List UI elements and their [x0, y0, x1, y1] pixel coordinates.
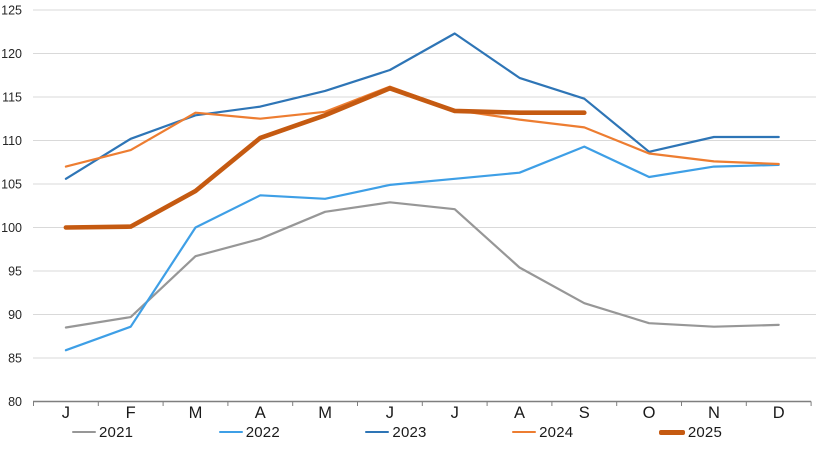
x-axis-month-label: M — [318, 404, 332, 422]
y-axis-tick-label: 115 — [2, 91, 22, 105]
legend-line-marker-2023 — [365, 430, 390, 434]
legend-label-2023: 2023 — [392, 423, 427, 441]
x-axis-month-label: F — [126, 404, 136, 422]
legend-item-2024: 2024 — [512, 424, 573, 441]
x-axis-month-label: M — [189, 404, 203, 422]
y-axis-tick-label: 85 — [8, 352, 22, 366]
series-line-2022 — [64, 145, 780, 352]
x-axis-month-label: A — [255, 404, 266, 422]
legend-item-2025: 2025 — [658, 423, 722, 441]
x-axis-month-label: J — [386, 404, 394, 422]
y-axis-tick-label: 110 — [2, 134, 22, 148]
series-line-2021 — [64, 201, 780, 329]
y-axis-tick-label: 80 — [8, 395, 22, 409]
x-axis-month-label: A — [514, 404, 525, 422]
legend-line-marker-2025 — [658, 429, 685, 435]
y-axis-tick-label: 90 — [8, 308, 22, 322]
legend-line-marker-2024 — [512, 430, 537, 434]
legend-item-2021: 2021 — [72, 424, 133, 441]
x-axis-month-label: J — [451, 404, 459, 422]
legend-label-2021: 2021 — [99, 423, 134, 441]
legend-label-2025: 2025 — [687, 423, 722, 441]
legend-line-marker-2022 — [218, 430, 243, 434]
legend-item-2022: 2022 — [218, 423, 280, 441]
y-axis-tick-label: 95 — [8, 265, 22, 279]
y-axis-tick-label: 105 — [1, 178, 22, 192]
y-axis-tick-label: 120 — [1, 47, 22, 61]
y-axis-tick-label: 100 — [1, 221, 22, 235]
legend-line-marker-2021 — [72, 430, 96, 434]
y-axis-tick-label: 125 — [1, 4, 22, 18]
x-axis-month-label: N — [708, 404, 720, 422]
legend-label-2024: 2024 — [539, 423, 574, 441]
chart-legend: 2021 2022 2023 2024 2025 — [72, 421, 722, 443]
legend-item-2023: 2023 — [365, 424, 426, 441]
series-line-2025 — [63, 86, 587, 230]
x-axis-month-label: D — [773, 404, 785, 422]
x-axis-month-label: O — [643, 404, 656, 422]
x-axis-month-label: S — [579, 404, 590, 422]
x-axis-month-label: J — [62, 404, 70, 422]
legend-label-2022: 2022 — [245, 423, 280, 441]
